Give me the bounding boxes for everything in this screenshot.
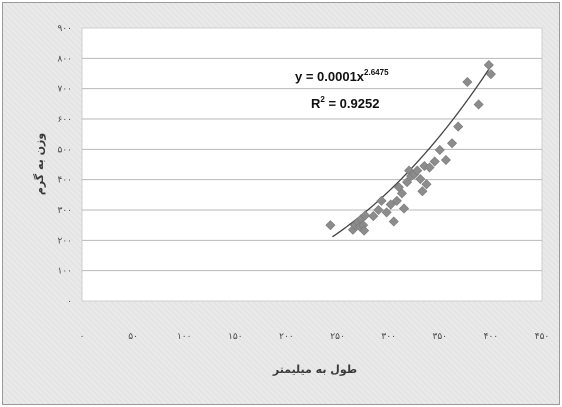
data-point-14 [388, 216, 399, 227]
y-tick-label-300: ۳۰۰ [57, 206, 72, 216]
data-point-28 [424, 162, 435, 173]
y-tick-label-100: ۱۰۰ [57, 267, 72, 277]
y-tick-label-0: ۰ [67, 297, 72, 307]
data-point-9 [368, 211, 379, 222]
data-point-30 [434, 144, 445, 155]
data-point-12 [381, 207, 392, 218]
y-axis-title: وزن به گرم [33, 133, 46, 195]
plot-area [81, 27, 543, 302]
data-point-35 [473, 99, 484, 110]
y-tick-label-200: ۲۰۰ [57, 236, 72, 246]
x-axis-ticks: ۰ ۵۰ ۱۰۰ ۱۵۰ ۲۰۰ ۲۵۰ ۳۰۰ ۳۵۰ ۴۰۰ ۴۵۰ [80, 332, 550, 342]
data-point-8 [360, 210, 371, 221]
data-point-27 [421, 179, 432, 190]
data-points [325, 59, 496, 236]
data-point-18 [398, 203, 410, 214]
x-tick-label-150: ۱۵۰ [228, 332, 243, 342]
data-point-24 [415, 174, 426, 185]
data-point-33 [453, 121, 464, 132]
data-point-23 [412, 165, 423, 176]
y-tick-label-400: ۴۰۰ [57, 176, 72, 186]
y-tick-label-800: ۸۰۰ [57, 54, 72, 64]
y-axis-ticks: ۰ ۱۰۰ ۲۰۰ ۳۰۰ ۴۰۰ ۵۰۰ ۶۰۰ ۷۰۰ ۸۰۰ ۹۰۰ [57, 24, 72, 307]
r-squared-label: R2 = 0.9252 [311, 95, 379, 111]
data-point-17 [396, 188, 407, 199]
data-point-34 [462, 76, 473, 88]
x-tick-label-450: ۴۵۰ [535, 332, 550, 342]
x-tick-label-400: ۴۰۰ [484, 332, 499, 342]
data-point-32 [447, 138, 458, 149]
data-point-25 [417, 186, 428, 197]
y-tick-label-500: ۵۰۰ [57, 145, 72, 155]
y-tick-label-700: ۷۰۰ [57, 85, 72, 95]
x-tick-label-50: ۵۰ [128, 332, 138, 342]
x-tick-label-100: ۱۰۰ [177, 332, 192, 342]
x-axis-title: طول به میلیمتر [272, 363, 357, 376]
x-tick-label-200: ۲۰۰ [279, 332, 294, 342]
data-point-13 [385, 199, 396, 210]
data-point-19 [402, 177, 413, 188]
x-tick-label-300: ۳۰۰ [381, 332, 396, 342]
gridlines [82, 57, 542, 272]
data-point-37 [485, 69, 496, 80]
data-point-0 [325, 220, 336, 231]
data-point-29 [429, 156, 440, 167]
y-tick-label-600: ۶۰۰ [57, 115, 72, 125]
trendline-equation: y = 0.0001x2.6475 [295, 68, 389, 84]
x-tick-label-0: ۰ [80, 332, 85, 342]
scatter-chart: ۰ ۱۰۰ ۲۰۰ ۳۰۰ ۴۰۰ ۵۰۰ ۶۰۰ ۷۰۰ ۸۰۰ ۹۰۰ ۰ ۵۰ ۱۰۰ ۱۵۰ ۲۰… [33, 24, 550, 376]
x-tick-label-250: ۲۵۰ [330, 332, 345, 342]
y-tick-label-900: ۹۰۰ [57, 24, 72, 34]
data-point-10 [373, 204, 384, 216]
data-point-7 [359, 225, 370, 236]
data-point-31 [440, 154, 451, 165]
data-point-11 [376, 195, 387, 206]
x-tick-label-350: ۳۵۰ [433, 332, 448, 342]
data-point-15 [391, 195, 402, 206]
data-point-36 [483, 59, 494, 71]
